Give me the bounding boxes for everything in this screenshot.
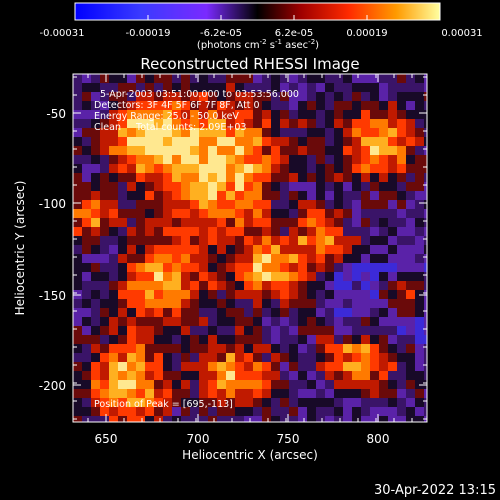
info-block: 5-Apr-2003 03:51:00.000 to 03:53:56.000 …: [94, 89, 299, 133]
y-tick-label: -100: [39, 197, 66, 211]
image-area: [72, 73, 428, 423]
y-tick-label: -50: [46, 107, 66, 121]
rhessi-image-pixels: [73, 74, 427, 422]
image-title: Reconstructed RHESSI Image: [140, 55, 359, 73]
colorbar-tick-label: 0.00019: [346, 28, 387, 39]
x-axis-title: Heliocentric X (arcsec): [182, 448, 318, 462]
x-tick-label: 700: [187, 432, 210, 446]
colorbar-tick-label: -0.00031: [40, 28, 85, 39]
frame-ticks: [73, 74, 427, 422]
y-tick-label: -200: [39, 379, 66, 393]
x-tick-label: 800: [367, 432, 390, 446]
colorbar-gradient: [74, 2, 441, 21]
y-tick-label: -150: [39, 289, 66, 303]
x-tick-label: 750: [277, 432, 300, 446]
colorbar-tick-labels: -0.00031 -0.00019 -6.2e-05 6.2e-05 0.00019 0.…: [40, 28, 483, 39]
colorbar-tick-label: 6.2e-05: [275, 28, 313, 39]
info-line-energy: Energy Range: 25.0 - 50.0 keV: [94, 111, 239, 122]
colorbar-tick-label: 0.00031: [441, 28, 482, 39]
x-axis-labels: 650 700 750 800: [95, 432, 390, 446]
footer-timestamp: 30-Apr-2022 13:15: [374, 483, 496, 498]
info-line-clean: Clean Total counts: 2.09E+03: [94, 122, 246, 133]
y-axis-title: Heliocentric Y (arcsec): [13, 181, 27, 316]
y-axis-labels: -50 -100 -150 -200: [39, 107, 66, 393]
peak-position-label: Position of Peak = [695,-113]: [94, 399, 233, 410]
info-line-detectors: Detectors: 3F 4F 5F 6F 7F 8F, Att 0: [94, 100, 260, 111]
colorbar-tick-label: -6.2e-05: [200, 28, 242, 39]
colorbar-tick-label: -0.00019: [126, 28, 171, 39]
x-tick-label: 650: [95, 432, 118, 446]
colorbar-ticks: [74, 15, 441, 20]
info-line-time: 5-Apr-2003 03:51:00.000 to 03:53:56.000: [100, 89, 299, 100]
colorbar: -0.00031 -0.00019 -6.2e-05 6.2e-05 0.00019 0.…: [40, 2, 483, 51]
colorbar-units: (photons cm-2 s-1 asec-2): [197, 38, 319, 51]
